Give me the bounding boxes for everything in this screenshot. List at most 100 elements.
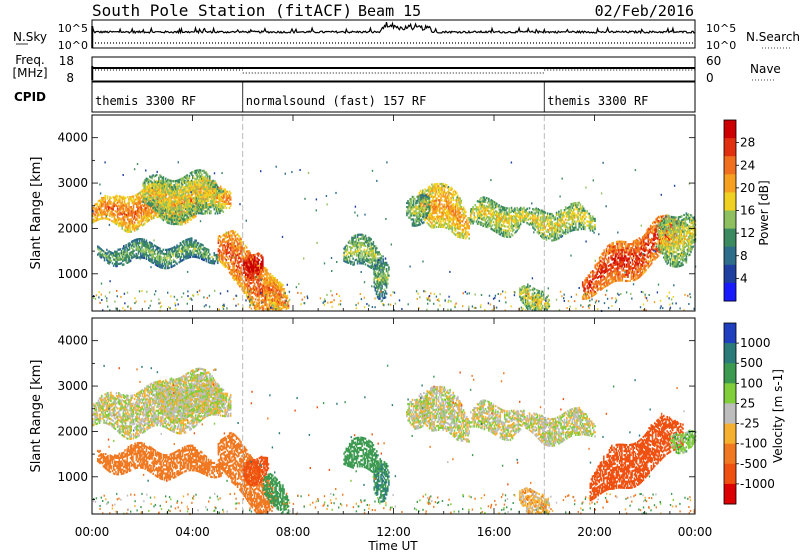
velocity-region-14 bbox=[589, 414, 684, 502]
xtick-label: 04:00 bbox=[175, 525, 210, 539]
velocity-colorbar-label: 500 bbox=[740, 356, 763, 370]
velocity-colorbar-label: -1000 bbox=[740, 477, 775, 491]
velocity-region-3 bbox=[97, 441, 225, 481]
velocity-colorbar-cell bbox=[724, 323, 736, 344]
xtick-label: 20:00 bbox=[577, 525, 612, 539]
xtick-label: 12:00 bbox=[376, 525, 411, 539]
cpid-segment-1: themis 3300 RF bbox=[95, 94, 196, 108]
freq-label: Freq. bbox=[15, 53, 45, 67]
power-colorbar-label: 24 bbox=[740, 158, 755, 172]
freq-unit-label: [MHz] bbox=[12, 66, 47, 80]
power-ylabel: Slant Range [km] bbox=[29, 157, 44, 270]
cpid-panel bbox=[91, 81, 696, 113]
xtick-label: 00:00 bbox=[75, 525, 110, 539]
nave-label: Nave bbox=[750, 62, 781, 76]
velocity-colorbar-frame bbox=[723, 322, 737, 505]
velocity-ytick-label: 3000 bbox=[57, 379, 88, 393]
beam-title: Beam 15 bbox=[358, 2, 421, 20]
power-colorbar-label: 12 bbox=[740, 226, 755, 240]
power-ytick-label: 1000 bbox=[57, 267, 88, 281]
velocity-heatmap bbox=[92, 318, 697, 516]
power-colorbar-label: 20 bbox=[740, 181, 755, 195]
nsky-tick-bottom: 10^0 bbox=[58, 39, 88, 52]
power-colorbar-label: 28 bbox=[740, 136, 755, 150]
power-colorbar-cell bbox=[724, 156, 736, 175]
nsearch-label: N.Search bbox=[746, 30, 800, 44]
cpid-segment-2: normalsound (fast) 157 RF bbox=[246, 94, 427, 108]
nave-tick-bottom: 0 bbox=[706, 71, 714, 85]
power-colorbar-cell bbox=[724, 138, 736, 157]
velocity-colorbar-cell bbox=[724, 463, 736, 485]
velocity-colorbar-cell bbox=[724, 343, 736, 364]
xtick-label: 08:00 bbox=[276, 525, 311, 539]
velocity-region-2 bbox=[154, 367, 225, 424]
cpid-segment-3: themis 3300 RF bbox=[547, 94, 648, 108]
power-colorbar-label: 8 bbox=[740, 249, 748, 263]
velocity-colorbar-cell bbox=[724, 403, 736, 424]
power-colorbar-label: 16 bbox=[740, 204, 755, 218]
power-colorbar-cell bbox=[724, 174, 736, 193]
power-region-12 bbox=[524, 201, 596, 242]
nsky-label: N.Sky bbox=[13, 30, 47, 44]
power-ytick-label: 4000 bbox=[57, 131, 88, 145]
station-title: South Pole Station (fitACF) bbox=[92, 1, 352, 20]
velocity-region-10 bbox=[406, 396, 430, 430]
velocity-colorbar-cell bbox=[724, 363, 736, 384]
velocity-ylabel: Slant Range [km] bbox=[29, 360, 44, 473]
power-near-range-speckle bbox=[92, 289, 695, 312]
velocity-colorbar-label: 1000 bbox=[740, 336, 771, 350]
power-ytick-label: 3000 bbox=[57, 176, 88, 190]
velocity-colorbar-label: 100 bbox=[740, 376, 763, 390]
freq-trace bbox=[91, 66, 695, 80]
x-axis-label: Time UT bbox=[367, 539, 418, 553]
power-region-3 bbox=[97, 237, 219, 270]
nsearch-tick-bottom: 10^0 bbox=[706, 39, 736, 52]
power-region-13 bbox=[519, 283, 551, 312]
power-colorbar-cell bbox=[724, 120, 736, 139]
nave-tick-top: 60 bbox=[706, 54, 721, 68]
power-colorbar-cell bbox=[724, 192, 736, 211]
power-colorbar-cell bbox=[724, 264, 736, 284]
power-region-8 bbox=[373, 257, 390, 300]
power-colorbar-label: 4 bbox=[740, 271, 748, 285]
date-title: 02/Feb/2016 bbox=[595, 2, 694, 20]
xtick-label: 00:00 bbox=[678, 525, 713, 539]
power-region-15 bbox=[657, 212, 697, 268]
nsky-tick-top: 10^5 bbox=[58, 22, 88, 35]
power-region-9 bbox=[418, 182, 470, 240]
velocity-scatter bbox=[103, 364, 685, 490]
velocity-colorbar-label: -100 bbox=[740, 437, 767, 451]
velocity-colorbar-cell bbox=[724, 443, 736, 465]
power-cbar-label: Power [dB] bbox=[757, 180, 771, 245]
velocity-region-12 bbox=[524, 406, 596, 447]
velocity-colorbar-cell bbox=[724, 483, 736, 505]
power-colorbar-cell bbox=[724, 282, 736, 302]
velocity-region-11 bbox=[468, 399, 525, 442]
power-region-11 bbox=[470, 196, 525, 239]
velocity-ytick-label: 4000 bbox=[57, 334, 88, 348]
velocity-ytick-label: 1000 bbox=[57, 470, 88, 484]
velocity-ytick-label: 2000 bbox=[57, 424, 88, 438]
velocity-cbar-label: Velocity [m s-1] bbox=[771, 369, 785, 463]
nsky-trace bbox=[91, 21, 696, 48]
power-colorbar-cell bbox=[724, 210, 736, 230]
velocity-colorbar-cell bbox=[724, 423, 736, 445]
velocity-near-range-speckle bbox=[92, 492, 696, 516]
nsky-line bbox=[91, 21, 696, 35]
power-colorbar-cell bbox=[724, 228, 736, 248]
power-region-5 bbox=[242, 252, 264, 281]
power-region-10 bbox=[406, 192, 431, 227]
velocity-colorbar-label: -500 bbox=[740, 457, 767, 471]
velocity-colorbar-cell bbox=[724, 383, 736, 404]
velocity-colorbar-label: 25 bbox=[740, 396, 755, 410]
xtick-label: 16:00 bbox=[477, 525, 512, 539]
velocity-region-6 bbox=[262, 472, 290, 515]
nsearch-tick-top: 10^5 bbox=[706, 22, 736, 35]
velocity-region-5 bbox=[242, 455, 270, 487]
velocity-colorbar-label: -25 bbox=[740, 417, 760, 431]
power-heatmap bbox=[92, 115, 697, 312]
velocity-region-15 bbox=[669, 429, 697, 455]
power-scatter bbox=[92, 161, 697, 290]
nsky-panel bbox=[91, 19, 696, 49]
